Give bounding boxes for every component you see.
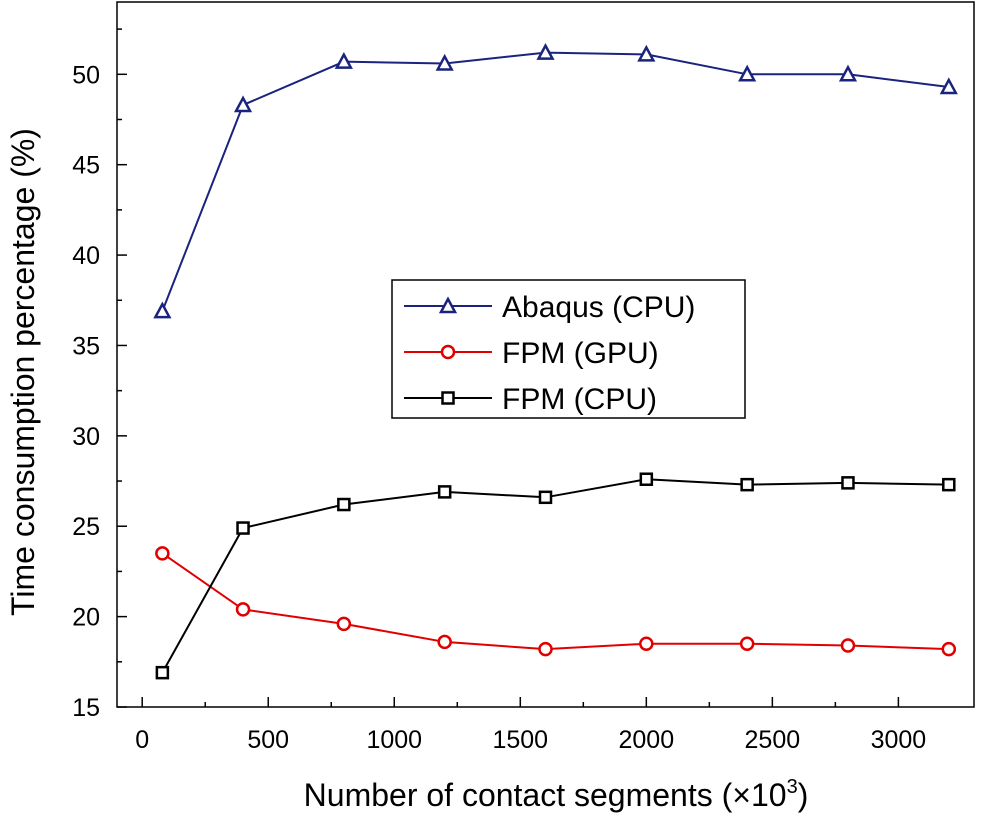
data-point xyxy=(155,546,170,561)
x-tick-label: 1000 xyxy=(366,726,422,754)
x-axis-title-main: Number of contact segments (×10 xyxy=(304,777,787,813)
x-tick-label: 1500 xyxy=(492,726,548,754)
legend-item-abaqus-cpu: Abaqus (CPU) xyxy=(404,291,695,324)
series-abaqus-cpu xyxy=(153,42,958,319)
x-axis-ticks: 0 500 1000 1500 2000 2500 3000 xyxy=(135,697,926,754)
data-point xyxy=(435,53,454,71)
data-point xyxy=(941,641,957,657)
data-point xyxy=(437,634,452,650)
series-layer xyxy=(153,42,958,680)
y-tick-label: 25 xyxy=(72,513,100,541)
x-axis-title-suffix: ) xyxy=(798,777,809,813)
y-axis-title: Time consumption percentage (%) xyxy=(5,128,41,616)
data-point xyxy=(841,476,855,490)
data-point xyxy=(538,641,553,657)
series-line xyxy=(161,478,949,674)
x-tick-label: 500 xyxy=(247,726,289,754)
data-point xyxy=(840,638,856,653)
x-tick-label: 2500 xyxy=(745,726,801,754)
data-point xyxy=(336,616,352,632)
series-fpm-cpu xyxy=(155,472,956,680)
data-point xyxy=(235,602,251,617)
legend-item-fpm-gpu: FPM (GPU) xyxy=(404,337,659,370)
legend-label: FPM (GPU) xyxy=(502,337,659,370)
series-fpm-gpu xyxy=(155,546,957,657)
data-point xyxy=(536,42,555,60)
y-tick-label: 20 xyxy=(72,604,100,632)
y-tick-label: 15 xyxy=(72,694,100,722)
x-tick-label: 0 xyxy=(135,726,149,754)
data-point xyxy=(637,44,656,62)
y-tick-label: 50 xyxy=(72,61,100,89)
data-point xyxy=(155,665,170,680)
data-point xyxy=(740,477,754,492)
data-point xyxy=(233,95,253,113)
data-point xyxy=(942,477,956,492)
data-point xyxy=(153,301,172,319)
y-tick-label: 35 xyxy=(72,332,100,360)
x-axis-title-exponent: 3 xyxy=(787,776,798,798)
legend-label: FPM (CPU) xyxy=(502,383,657,416)
x-tick-label: 2000 xyxy=(619,726,675,754)
data-point xyxy=(437,485,452,499)
y-tick-label: 45 xyxy=(72,152,100,180)
data-point xyxy=(739,636,755,651)
data-point xyxy=(538,490,553,505)
legend-item-fpm-cpu: FPM (CPU) xyxy=(404,383,657,416)
data-point xyxy=(738,64,757,82)
series-line xyxy=(161,51,949,312)
legend-label: Abaqus (CPU) xyxy=(502,291,695,324)
series-line xyxy=(161,552,949,651)
y-axis-ticks: 15 20 25 30 35 40 45 50 xyxy=(72,28,127,722)
data-point xyxy=(236,521,250,535)
legend-marker xyxy=(438,296,458,314)
data-point xyxy=(334,52,353,69)
x-tick-label: 3000 xyxy=(871,726,927,754)
y-tick-label: 30 xyxy=(72,423,100,451)
plot-frame xyxy=(116,1,975,708)
legend: Abaqus (CPU) FPM (GPU) FPM (CPU) xyxy=(391,279,746,419)
data-point xyxy=(838,64,858,82)
y-tick-label: 40 xyxy=(72,242,100,270)
data-point xyxy=(639,472,654,486)
legend-marker xyxy=(441,391,455,405)
data-point xyxy=(337,497,351,512)
data-point xyxy=(639,636,654,651)
legend-marker xyxy=(440,344,456,360)
x-axis-title: Number of contact segments (×103) xyxy=(304,776,809,813)
data-point xyxy=(939,77,958,95)
